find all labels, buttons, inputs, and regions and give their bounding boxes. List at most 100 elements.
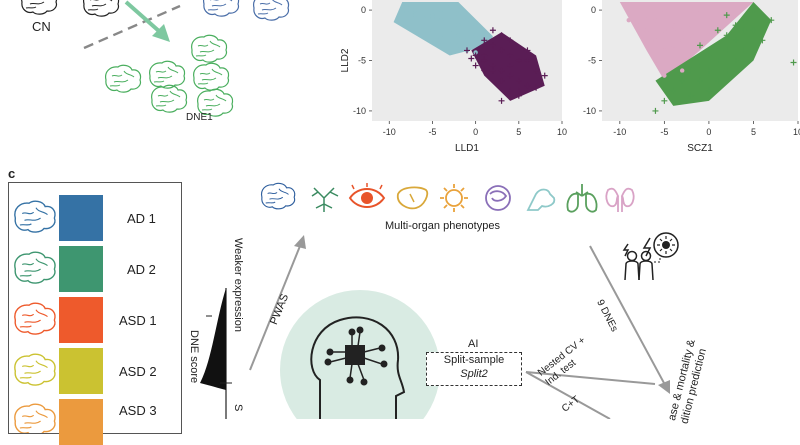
- data-point: [541, 72, 548, 79]
- data-point: [533, 84, 540, 91]
- x-tick-label: -10: [383, 127, 396, 137]
- pwas-arrow: [249, 235, 306, 371]
- data-point: [706, 17, 712, 23]
- data-point: [679, 77, 686, 84]
- data-point: [714, 42, 721, 49]
- data-point: [447, 28, 452, 33]
- stronger-expression-label: S: [232, 404, 244, 412]
- data-point: [430, 28, 435, 33]
- data-point: [661, 97, 668, 104]
- legend-swatch-asd1: [59, 297, 103, 343]
- digestive-organ-icon: [485, 185, 511, 211]
- data-point: [456, 7, 461, 13]
- data-point: [705, 87, 712, 94]
- data-point: [635, 7, 640, 13]
- data-point: [653, 38, 658, 43]
- data-point: [688, 92, 695, 99]
- y-tick-label: -10: [583, 106, 596, 116]
- legend-swatch-ad1: [59, 195, 103, 241]
- data-point: [498, 67, 505, 74]
- data-point: [515, 77, 522, 84]
- legend-label-asd2: ASD 2: [119, 364, 157, 379]
- data-point: [507, 72, 514, 79]
- data-point: [723, 67, 730, 74]
- data-point: [421, 15, 427, 21]
- data-point: [697, 7, 703, 13]
- data-point: [750, 7, 757, 14]
- eye-organ-icon: [348, 183, 386, 208]
- legend-swatch-ad2: [59, 246, 103, 292]
- data-point: [714, 27, 721, 34]
- data-point: [412, 12, 418, 18]
- data-point: [671, 23, 676, 28]
- data-point: [662, 73, 667, 78]
- data-point: [732, 37, 739, 44]
- dne-score-label: DNE score: [188, 330, 200, 384]
- data-point: [679, 38, 685, 43]
- data-point: [741, 27, 748, 34]
- muscle-organ-icon: [526, 188, 556, 211]
- dashed-separator: [83, 4, 181, 50]
- data-point: [635, 23, 640, 28]
- data-point: [533, 67, 540, 74]
- data-point: [447, 4, 452, 10]
- data-point: [670, 87, 677, 94]
- data-point: [421, 23, 427, 28]
- data-point: [464, 47, 470, 54]
- data-point: [515, 87, 522, 94]
- data-point: [706, 33, 712, 38]
- data-point: [456, 12, 461, 18]
- data-point: [473, 50, 478, 55]
- data-point: [644, 28, 649, 33]
- data-point: [671, 28, 676, 33]
- data-point: [662, 48, 667, 53]
- dne1-label: DNE1: [186, 112, 213, 123]
- top-left-brain-panel: [21, 0, 290, 117]
- data-point: [714, 57, 721, 64]
- green-arrow: [124, 0, 170, 42]
- data-point: [489, 27, 496, 34]
- data-point: [750, 27, 757, 34]
- data-point: [498, 47, 505, 54]
- liver-organ-icon: [396, 186, 429, 210]
- data-point: [481, 67, 488, 74]
- data-point: [507, 52, 514, 59]
- data-point: [768, 17, 775, 24]
- data-point: [464, 38, 470, 43]
- flow-diagram: [200, 232, 679, 419]
- data-point: [489, 62, 496, 69]
- data-point: [481, 37, 488, 44]
- data-point: [515, 92, 522, 99]
- data-point: [724, 7, 729, 13]
- split-sample-box: Split-sample Split2: [426, 352, 522, 386]
- ai-label: AI: [468, 338, 479, 350]
- split-sample-label: Split-sample: [443, 354, 505, 366]
- data-point: [679, 28, 685, 33]
- data-point: [456, 33, 461, 38]
- data-point: [464, 17, 470, 23]
- data-point: [489, 67, 496, 74]
- data-point: [671, 43, 676, 48]
- y-axis-label: SCZ2: [580, 47, 581, 73]
- data-point: [679, 58, 685, 63]
- legend-swatch-asd2: [59, 348, 103, 394]
- data-point: [447, 50, 452, 55]
- data-point: [438, 43, 444, 48]
- data-point: [515, 57, 522, 64]
- data-point: [715, 12, 721, 18]
- dne-score-axis: [200, 288, 232, 419]
- data-point: [456, 43, 461, 48]
- data-point: [473, 33, 478, 38]
- data-point: [732, 22, 739, 29]
- split2-label: Split2: [460, 368, 488, 380]
- data-point: [438, 36, 444, 41]
- data-point: [688, 12, 694, 18]
- data-point: [489, 42, 496, 49]
- data-point: [697, 42, 703, 49]
- data-point: [671, 63, 676, 68]
- data-point: [714, 77, 721, 84]
- data-point: [662, 28, 667, 33]
- kidney-organ-icon: [605, 187, 635, 212]
- data-point: [447, 17, 452, 23]
- data-point: [524, 57, 531, 64]
